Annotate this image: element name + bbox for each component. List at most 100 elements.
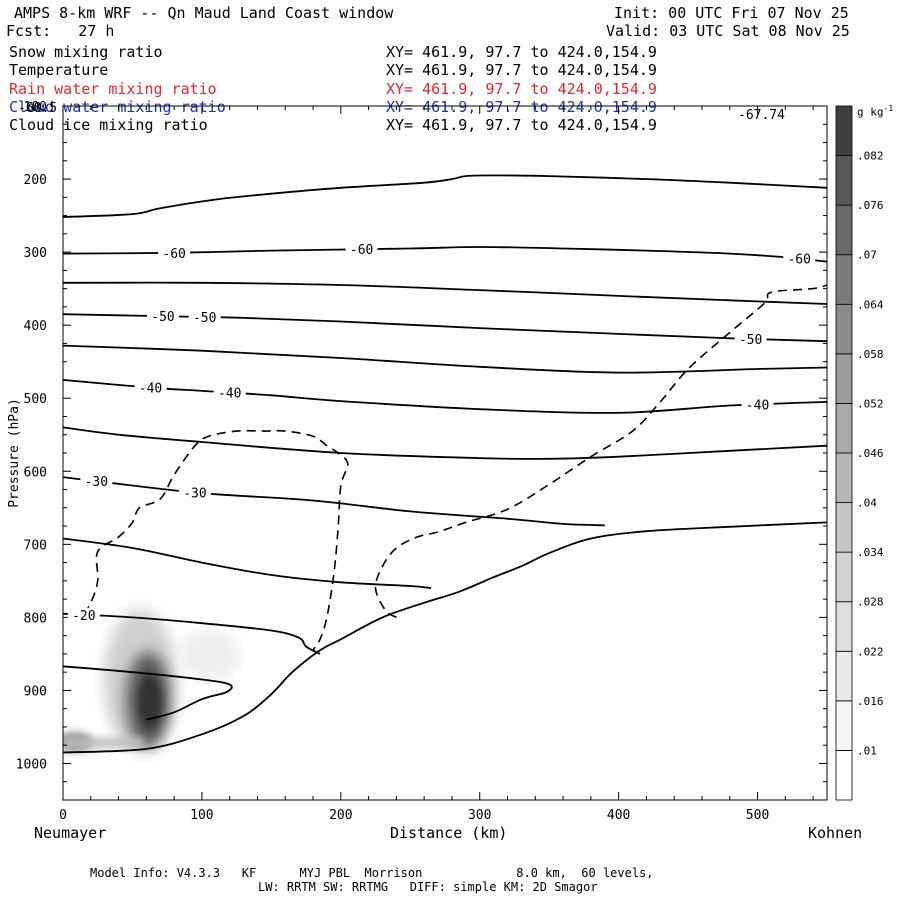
colorbar-tick-label: .046: [857, 447, 884, 460]
colorbar-swatch: [835, 601, 853, 652]
y-tick-label: 1000: [16, 757, 47, 772]
x-tick-label: 100: [190, 808, 213, 823]
isotherm-label-bg: [741, 397, 774, 412]
colorbar-tick-label: .064: [857, 298, 884, 311]
colorbar-units: g kg-1: [857, 104, 893, 119]
colorbar-swatch: [835, 452, 853, 503]
colorbar-swatch: [835, 303, 853, 355]
colorbar-swatch: [835, 551, 853, 603]
isotherm-label-bg: [783, 251, 816, 266]
colorbar-tick-label: .052: [857, 397, 884, 410]
y-tick-label: 800: [24, 611, 47, 626]
isotherm-label: -30: [85, 475, 108, 490]
isotherm-label: -50: [739, 333, 762, 348]
field-xy-snow: XY= 461.9, 97.7 to 424.0,154.9: [386, 43, 657, 61]
isotherm-line: [63, 379, 827, 414]
colorbar-swatch: [835, 353, 853, 404]
model-info: Model Info: V4.3.3 KF MYJ PBL Morrison 8…: [90, 866, 654, 880]
right-location: Kohnen: [808, 824, 863, 842]
isotherm-line: [63, 426, 827, 460]
colorbar-tick-label: .082: [857, 150, 884, 163]
isotherm-label: -20: [72, 609, 95, 624]
colorbar-tick-label: .076: [857, 199, 884, 212]
cloud-ice-contour: [83, 429, 349, 651]
field-xy-cloud-ice: XY= 461.9, 97.7 to 424.0,154.9: [386, 116, 657, 134]
colorbar-tick-label: .07: [857, 249, 877, 262]
colorbar-swatch: [835, 502, 853, 553]
field-xy-cloud-water: XY= 461.9, 97.7 to 424.0,154.9: [386, 98, 657, 116]
isotherm-label: -40: [139, 382, 162, 397]
y-tick-label: 700: [24, 538, 47, 553]
colorbar-swatch: [835, 155, 853, 206]
isotherm-line: [63, 476, 605, 527]
colorbar-tick-label: .034: [857, 546, 884, 559]
y-tick-label: 400: [24, 319, 47, 334]
snow-shade-surface-band: [63, 738, 143, 748]
isotherm-label: -60: [350, 243, 373, 258]
colorbar-swatch: [835, 254, 853, 305]
colorbar-tick-label: .016: [857, 695, 884, 708]
isotherm-label-bg: [345, 242, 378, 257]
y-tick-label: 500: [24, 392, 47, 407]
colorbar-swatch: [835, 700, 853, 751]
chart-title: AMPS 8-km WRF -- Qn Maud Land Coast wind…: [14, 4, 394, 22]
plot-frame: [62, 105, 828, 801]
isotherm-line: [63, 344, 827, 374]
isotherm-line: [63, 281, 827, 305]
field-xy-rain: XY= 461.9, 97.7 to 424.0,154.9: [386, 80, 657, 98]
init-time: Init: 00 UTC Fri 07 Nov 25: [614, 4, 849, 22]
terrain-surface-line: [63, 521, 827, 754]
isotherm-line: [63, 174, 827, 218]
snow-mixing-ratio-shading: [63, 610, 240, 752]
isotherm-label: -40: [746, 398, 769, 413]
max-value-label: -67.74: [738, 108, 785, 123]
x-tick-label: 400: [607, 808, 630, 823]
colorbar-swatch: [835, 204, 853, 256]
x-axis-label: Distance (km): [390, 824, 508, 842]
isotherm-label: -50: [151, 310, 174, 325]
colorbar-tick-label: .028: [857, 596, 884, 609]
colorbar-swatch: [835, 650, 853, 702]
model-physics: LW: RRTM SW: RRTMG DIFF: simple KM: 2D S…: [258, 880, 598, 894]
y-tick-label: 600: [24, 465, 47, 480]
x-tick-label: 300: [468, 808, 491, 823]
colorbar-tick-label: .01: [857, 744, 877, 757]
field-name-cloud-ice: Cloud ice mixing ratio: [9, 116, 208, 134]
colorbar-swatch: [835, 403, 853, 454]
isotherm-line: [63, 537, 432, 589]
isotherm-label: -40: [218, 387, 241, 402]
min-value-label: -68.5: [18, 101, 58, 116]
isotherm-label-bg: [147, 309, 180, 324]
field-name-cloud-water: Cloud water mixing ratio: [9, 98, 226, 116]
isotherm-line: [63, 246, 827, 263]
isotherm-label-bg: [213, 385, 246, 400]
isotherm-label-bg: [734, 331, 767, 346]
isotherm-label-bg: [80, 474, 113, 489]
y-axis-label: Pressure (hPa): [7, 398, 22, 508]
field-name-rain: Rain water mixing ratio: [9, 80, 217, 98]
isotherm-line: [63, 612, 321, 655]
colorbar-units-base: g kg: [857, 105, 884, 119]
isotherm-label-bg: [134, 380, 167, 395]
field-name-temperature: Temperature: [9, 61, 109, 79]
y-tick-label: 200: [24, 173, 47, 188]
colorbar-tick-label: .058: [857, 348, 884, 361]
field-name-snow: Snow mixing ratio: [9, 43, 163, 61]
isotherm-label-bg: [188, 310, 221, 325]
x-tick-label: 0: [59, 808, 67, 823]
colorbar-tick-label: .04: [857, 497, 877, 510]
valid-time: Valid: 03 UTC Sat 08 Nov 25: [606, 22, 850, 40]
field-xy-temperature: XY= 461.9, 97.7 to 424.0,154.9: [386, 61, 657, 79]
left-location: Neumayer: [34, 824, 107, 842]
snow-shade-faint: [180, 630, 240, 680]
y-tick-label: 300: [24, 246, 47, 261]
x-tick-label: 200: [329, 808, 352, 823]
colorbar-tick-label: .022: [857, 645, 884, 658]
isotherm-label: -50: [193, 311, 216, 326]
y-tick-label: 100: [24, 100, 47, 115]
isotherm-label: -60: [787, 253, 810, 268]
colorbar-swatch: [835, 105, 853, 156]
colorbar-swatch: [835, 750, 853, 801]
isotherm-line: [63, 665, 233, 721]
